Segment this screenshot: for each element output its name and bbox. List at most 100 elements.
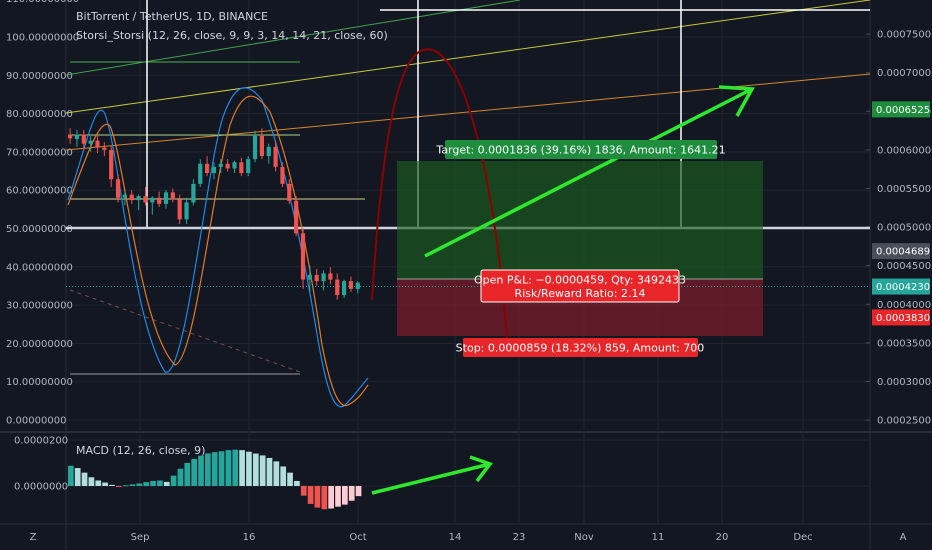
timezone-icon[interactable]: Z xyxy=(30,532,37,543)
right-axis-tick: 0.0005000 xyxy=(877,223,931,234)
candle xyxy=(287,179,292,204)
candle xyxy=(102,142,107,157)
macd-bar xyxy=(348,486,355,501)
macd-bar xyxy=(259,455,266,486)
pnl-label: Open P&L: −0.0000459, Qty: 3492433 xyxy=(474,274,686,287)
macd-bar xyxy=(143,482,150,486)
left-axis-tick: 50.00000000 xyxy=(6,224,73,235)
candle xyxy=(81,129,86,150)
candle xyxy=(218,159,223,174)
candle xyxy=(205,156,210,177)
candle xyxy=(335,273,340,300)
candle xyxy=(191,179,196,206)
right-axis-tick: 0.0005500 xyxy=(877,184,931,195)
left-axis-tick: 40.00000000 xyxy=(6,262,73,273)
right-axis-badges: 0.0006525 0.0004689 0.0004230 0.0003830 xyxy=(872,101,930,326)
macd-bar xyxy=(239,450,245,486)
candle xyxy=(88,136,93,152)
dashed-trend xyxy=(69,289,301,373)
left-axis-tick: 70.00000000 xyxy=(6,147,73,158)
candle xyxy=(177,194,182,225)
macd-bar xyxy=(198,455,204,486)
candle xyxy=(122,191,127,206)
right-axis-tick: 0.0004500 xyxy=(877,261,931,272)
candle xyxy=(184,197,189,225)
price-badge: 0.0004230 xyxy=(872,278,930,295)
macd-bar xyxy=(314,486,321,508)
up-arrow-macd xyxy=(371,455,493,495)
left-axis-tick: 0.00000000 xyxy=(6,416,66,427)
macd-bar xyxy=(328,486,334,509)
macd-histogram xyxy=(68,449,362,510)
macd-bar xyxy=(287,472,293,486)
trendline-yellow xyxy=(65,0,871,114)
macd-label: MACD (12, 26, close, 9) xyxy=(76,444,205,457)
rr-label: Risk/Reward Ratio: 2.14 xyxy=(515,287,646,300)
macd-bar xyxy=(136,483,143,486)
left-axis-tick: 30.00000000 xyxy=(6,301,73,312)
stop-label-box: Stop: 0.0000859 (18.32%) 859, Amount: 70… xyxy=(456,338,704,357)
candle xyxy=(211,162,217,180)
right-axis-tick: 0.0008000 xyxy=(877,0,931,2)
candle xyxy=(232,160,237,174)
candle xyxy=(342,279,347,299)
candle xyxy=(280,162,285,187)
macd-bar xyxy=(95,480,102,486)
macd-bar xyxy=(225,450,232,486)
candle xyxy=(95,136,100,153)
candle xyxy=(225,159,230,172)
time-axis-tick: Nov xyxy=(574,532,594,543)
svg-text:0.0004230: 0.0004230 xyxy=(876,282,930,293)
candle xyxy=(259,128,264,160)
candle xyxy=(300,228,306,289)
candle xyxy=(321,270,326,291)
time-axis-tick: 14 xyxy=(449,532,462,543)
macd-bar xyxy=(246,451,252,486)
candle xyxy=(129,190,134,204)
candle xyxy=(307,265,312,292)
macd-axis-tick: 0.0000000 xyxy=(14,482,68,493)
target-label-box: Target: 0.0001836 (39.16%) 1836, Amount:… xyxy=(435,140,726,159)
macd-bar xyxy=(88,477,95,486)
candle xyxy=(294,196,299,237)
candle xyxy=(355,281,360,294)
price-badge: 0.0006525 xyxy=(872,101,930,118)
candle xyxy=(252,130,258,163)
time-axis-tick: 23 xyxy=(513,532,526,543)
auto-scale-icon[interactable]: A xyxy=(900,532,907,543)
candle xyxy=(74,129,80,147)
candles xyxy=(68,128,360,300)
stoch-lines xyxy=(67,87,369,408)
macd-bar xyxy=(102,482,108,486)
macd-bar xyxy=(307,486,314,504)
projection-arc xyxy=(371,48,508,341)
macd-bar xyxy=(109,484,115,486)
svg-text:0.0004689: 0.0004689 xyxy=(876,247,930,258)
candle xyxy=(157,191,162,208)
macd-bar xyxy=(355,486,362,497)
left-axis-tick: 100.00000000 xyxy=(6,33,79,44)
time-axis-tick: Dec xyxy=(793,532,812,543)
macd-bar xyxy=(266,457,273,486)
macd-bar xyxy=(177,468,184,486)
long-position-tool[interactable] xyxy=(397,161,763,336)
right-axis-tick: 0.0007000 xyxy=(877,68,931,79)
left-axis-tick: 10.00000000 xyxy=(6,377,73,388)
time-axis-tick: 20 xyxy=(716,532,729,543)
left-price-axis: 110.00000000 100.00000000 90.00000000 80.00… xyxy=(6,0,79,493)
candle xyxy=(198,159,203,187)
macd-bar xyxy=(157,480,163,486)
macd-bar xyxy=(342,486,348,505)
macd-bar xyxy=(273,461,280,486)
candle xyxy=(68,128,73,144)
macd-bar xyxy=(211,452,218,486)
macd-bar xyxy=(335,486,341,507)
candle xyxy=(150,196,155,215)
time-axis-tick: 11 xyxy=(652,532,665,543)
pnl-label-box: Open P&L: −0.0000459, Qty: 3492433 Risk/… xyxy=(474,269,686,303)
time-axis-tick: Oct xyxy=(349,532,366,543)
candle xyxy=(163,190,169,209)
macd-bar xyxy=(294,480,300,486)
candle xyxy=(136,194,141,211)
